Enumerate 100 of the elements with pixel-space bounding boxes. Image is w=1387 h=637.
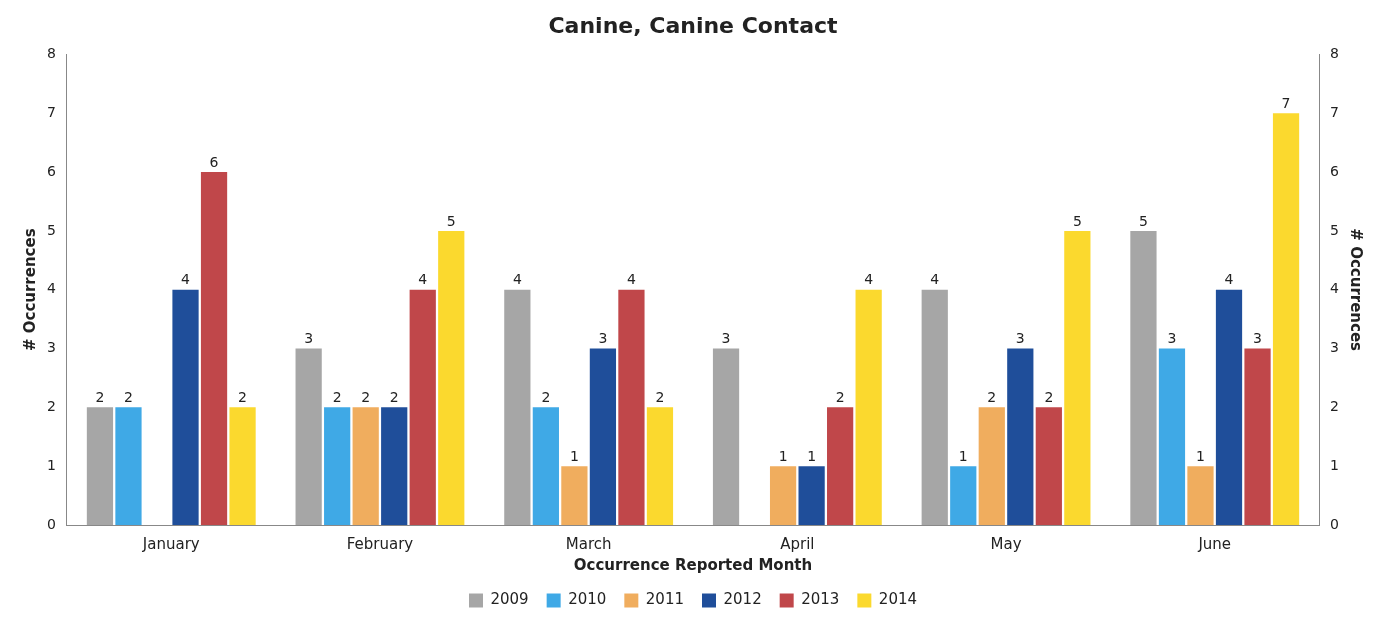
data-label: 1 (778, 447, 788, 464)
y2-tick-label: 6 (1330, 162, 1340, 179)
bar (532, 407, 559, 525)
bar (504, 289, 531, 525)
data-label: 2 (987, 388, 997, 405)
y2-tick-label: 7 (1330, 103, 1340, 120)
bar (589, 348, 617, 525)
chart-title: Canine, Canine Contact (548, 12, 839, 38)
y2-tick-label: 8 (1330, 45, 1340, 62)
data-label: 1 (569, 447, 579, 464)
data-label: 3 (304, 330, 314, 347)
bar (381, 407, 408, 525)
bar (950, 466, 977, 525)
x-tick-label: May (990, 534, 1022, 553)
x-tick-label: January (141, 534, 200, 553)
x-tick-label: April (780, 534, 815, 553)
bar (646, 407, 674, 525)
y-tick-label: 2 (46, 397, 56, 414)
data-label: 3 (1015, 330, 1025, 347)
data-label: 5 (1138, 212, 1148, 229)
y-tick-label: 6 (46, 162, 56, 179)
bar (1035, 407, 1062, 525)
data-label: 3 (598, 330, 608, 347)
bar (200, 172, 228, 525)
data-label: 2 (238, 388, 248, 405)
legend-label: 2009 (490, 590, 529, 609)
y-tick-label: 8 (46, 45, 56, 62)
legend-label: 2013 (801, 590, 840, 609)
data-label: 4 (864, 271, 874, 288)
data-label: 2 (655, 388, 665, 405)
legend-label: 2011 (645, 590, 685, 609)
data-label: 5 (1072, 212, 1082, 229)
bar (1187, 466, 1214, 525)
bar (618, 289, 645, 525)
data-label: 2 (332, 388, 342, 405)
bar (1215, 289, 1243, 525)
bar (1158, 348, 1186, 525)
y-tick-label: 3 (46, 339, 56, 356)
bar (921, 289, 948, 525)
y2-tick-label: 2 (1330, 397, 1340, 414)
data-label: 1 (807, 447, 817, 464)
legend-label: 2012 (723, 590, 762, 609)
bar (229, 407, 256, 525)
data-label: 4 (512, 271, 522, 288)
bar (1130, 230, 1157, 525)
legend-label: 2010 (568, 590, 607, 609)
bar (855, 289, 882, 525)
bar (561, 466, 588, 525)
data-label: 2 (124, 388, 133, 405)
data-label: 2 (361, 388, 371, 405)
x-tick-label: March (565, 534, 612, 553)
data-label: 4 (626, 271, 636, 288)
y-tick-label: 0 (46, 515, 56, 532)
y-tick-label: 7 (46, 103, 56, 120)
data-label: 7 (1281, 94, 1291, 111)
y2-tick-label: 4 (1330, 280, 1340, 297)
bar (769, 466, 797, 525)
data-label: 2 (389, 388, 399, 405)
x-tick-label: February (346, 534, 414, 553)
bar (295, 348, 322, 525)
bar (409, 289, 436, 525)
bar (978, 407, 1005, 525)
data-label: 3 (1167, 330, 1177, 347)
bar (438, 230, 465, 525)
y2-tick-label: 1 (1330, 456, 1340, 473)
x-axis-title: Occurrence Reported Month (573, 555, 813, 574)
data-label: 4 (930, 271, 940, 288)
bar (324, 407, 351, 525)
bar (352, 407, 379, 525)
y-tick-label: 4 (46, 280, 56, 297)
data-label: 4 (418, 271, 428, 288)
y2-tick-label: 0 (1330, 515, 1340, 532)
bar (172, 289, 199, 525)
y-tick-label: 1 (46, 456, 56, 473)
data-label: 3 (721, 330, 731, 347)
data-label: 3 (1253, 330, 1262, 347)
data-label: 2 (1044, 388, 1054, 405)
bar (1272, 113, 1300, 525)
data-label: 1 (958, 447, 968, 464)
data-label: 1 (1196, 447, 1205, 464)
bar (827, 407, 854, 525)
data-label: 5 (446, 212, 456, 229)
y2-axis-title: # Occurrences (1347, 228, 1366, 352)
y-tick-label: 5 (46, 221, 56, 238)
data-label: 2 (95, 388, 105, 405)
y-axis-title: # Occurrences (20, 228, 39, 352)
bar (1007, 348, 1034, 525)
data-label: 2 (541, 388, 551, 405)
bar (1244, 348, 1271, 525)
data-label: 4 (1224, 271, 1234, 288)
data-label: 6 (209, 153, 219, 170)
bar (712, 348, 740, 525)
bar (115, 407, 142, 525)
data-label: 2 (835, 388, 845, 405)
legend-label: 2014 (878, 590, 918, 609)
y2-tick-label: 3 (1330, 339, 1340, 356)
bar (86, 407, 114, 525)
y2-tick-label: 5 (1330, 221, 1340, 238)
bar (1064, 230, 1091, 525)
data-label: 4 (181, 271, 191, 288)
